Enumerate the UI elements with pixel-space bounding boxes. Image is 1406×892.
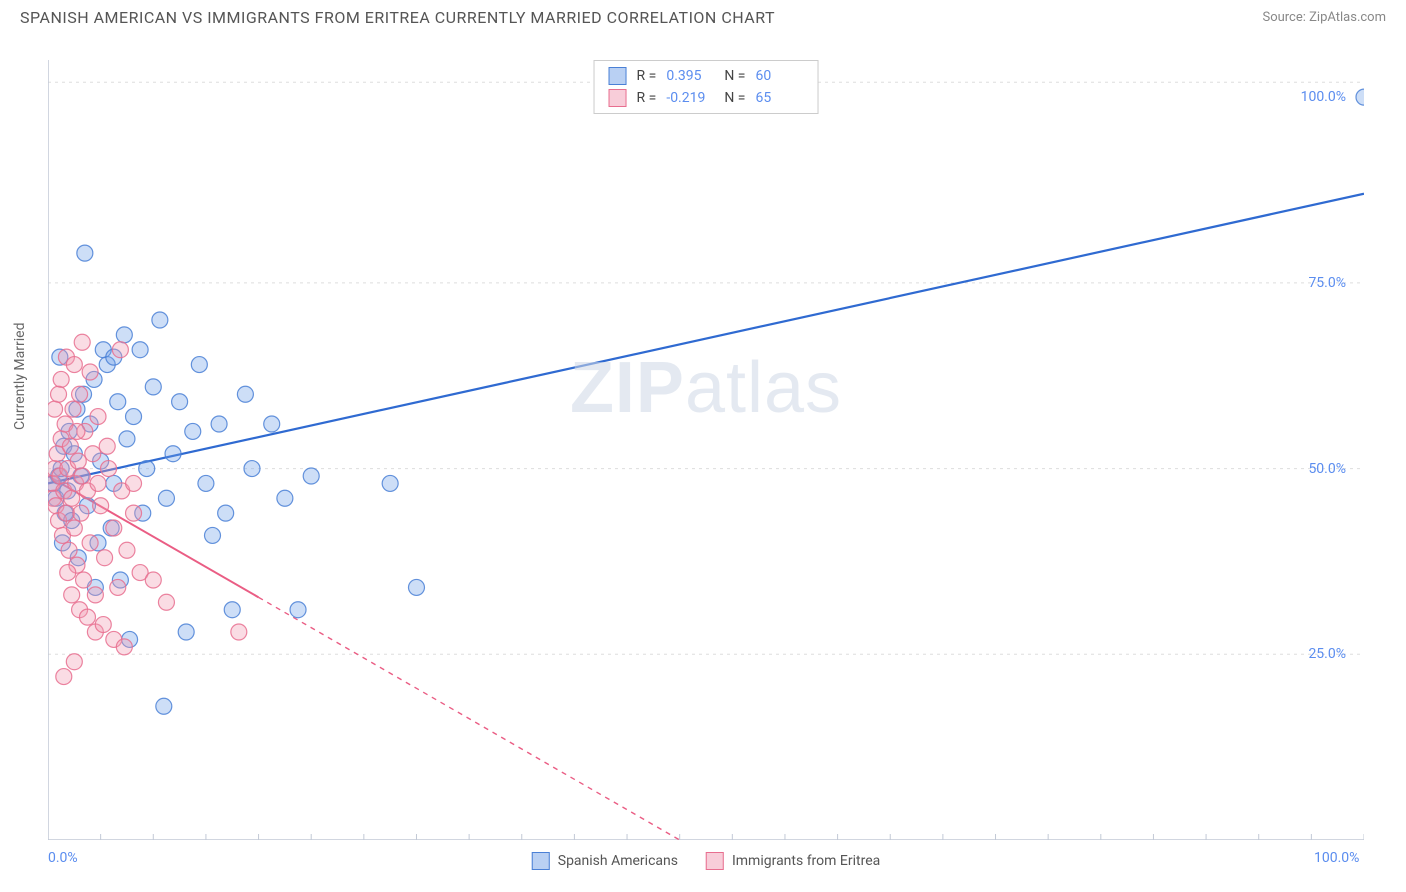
scatter-plot-svg — [48, 60, 1364, 840]
y-tick-label: 25.0% — [1308, 646, 1346, 662]
n-label: N = — [724, 90, 745, 106]
y-tick-label: 75.0% — [1308, 275, 1346, 291]
n-label: N = — [724, 68, 745, 84]
correlation-legend-box: R = 0.395 N = 60 R = -0.219 N = 65 — [594, 60, 819, 114]
swatch-pink — [609, 89, 627, 107]
chart-area: ZIPatlas R = 0.395 N = 60 R = -0.219 N =… — [48, 60, 1364, 840]
source-label: Source: ZipAtlas.com — [1262, 10, 1386, 25]
legend-swatch-pink — [706, 852, 724, 870]
y-tick-label: 100.0% — [1301, 89, 1346, 105]
chart-title: SPANISH AMERICAN VS IMMIGRANTS FROM ERIT… — [20, 8, 775, 27]
bottom-legend: Spanish Americans Immigrants from Eritre… — [532, 852, 881, 870]
correlation-row-pink: R = -0.219 N = 65 — [609, 87, 804, 109]
swatch-blue — [609, 67, 627, 85]
legend-label-pink: Immigrants from Eritrea — [732, 853, 880, 869]
r-label: R = — [637, 90, 657, 106]
r-value-pink: -0.219 — [666, 90, 714, 106]
r-value-blue: 0.395 — [666, 68, 714, 84]
n-value-pink: 65 — [755, 90, 803, 106]
x-tick-label: 0.0% — [48, 850, 78, 866]
y-tick-label: 50.0% — [1308, 461, 1346, 477]
legend-item-pink: Immigrants from Eritrea — [706, 852, 880, 870]
y-axis-label: Currently Married — [12, 323, 28, 430]
x-tick-label: 100.0% — [1314, 850, 1359, 866]
n-value-blue: 60 — [755, 68, 803, 84]
legend-label-blue: Spanish Americans — [558, 853, 678, 869]
legend-item-blue: Spanish Americans — [532, 852, 678, 870]
legend-swatch-blue — [532, 852, 550, 870]
correlation-row-blue: R = 0.395 N = 60 — [609, 65, 804, 87]
r-label: R = — [637, 68, 657, 84]
